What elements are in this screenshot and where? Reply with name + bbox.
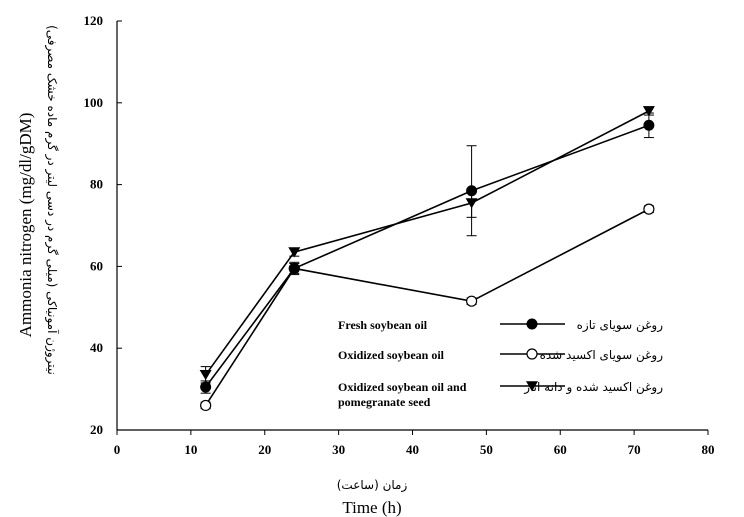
marker-open-circle	[643, 203, 655, 215]
x-tick-label: 10	[184, 442, 197, 457]
x-tick-label: 70	[628, 442, 641, 457]
y-tick-label: 20	[90, 422, 103, 437]
legend-label-pomegranate-line1: Oxidized soybean oil and	[338, 380, 467, 394]
legend-label-pomegranate-fa: روغن اکسید شده و دانه انار	[523, 380, 663, 395]
x-tick-label: 60	[554, 442, 567, 457]
series-layer	[199, 106, 655, 412]
marker-filled-circle	[526, 318, 538, 330]
y-tick-label: 100	[84, 95, 104, 110]
legend-label-oxidized: Oxidized soybean oil	[338, 348, 445, 362]
legend-label-fresh: Fresh soybean oil	[338, 318, 428, 332]
marker-filled-triangle-down	[642, 106, 655, 117]
x-axis-title: Time (h)	[342, 498, 401, 517]
marker-filled-circle	[200, 381, 212, 393]
legend-label-pomegranate: Oxidized soybean oil and pomegranate see…	[338, 380, 469, 409]
y-tick-label: 80	[90, 177, 103, 192]
y-tick-label: 40	[90, 340, 103, 355]
marker-filled-triangle-down	[199, 369, 212, 381]
legend: Fresh soybean oil Oxidized soybean oil O…	[338, 318, 663, 409]
series-3	[199, 106, 655, 384]
legend-label-oxidized-fa: روغن سویای اکسید شده	[540, 348, 664, 363]
marker-open-circle	[466, 295, 478, 307]
y-tick-label: 60	[90, 258, 103, 273]
series-line	[204, 208, 650, 406]
marker-open-circle	[526, 348, 538, 360]
marker-filled-circle	[643, 119, 655, 131]
y-axis-title-fa: نیتروژن آمونیاکی (میلی گرم در دسی لیتر د…	[44, 25, 60, 375]
axes: 20 40 60 80 100 120 0 10 20 30 40 50 60 70 80	[84, 13, 715, 457]
x-tick-label: 20	[258, 442, 271, 457]
x-tick-label: 50	[480, 442, 493, 457]
marker-filled-circle	[288, 262, 300, 274]
y-axis-title: Ammonia nitrogen (mg/dl/gDM)	[16, 113, 35, 338]
marker-open-circle	[200, 399, 212, 412]
marker-filled-triangle-down	[288, 247, 301, 258]
marker-filled-triangle-down	[526, 381, 538, 392]
legend-label-pomegranate-line2: pomegranate seed	[338, 395, 431, 409]
series-line	[205, 110, 650, 376]
x-tick-label: 40	[406, 442, 419, 457]
marker-filled-triangle-down	[465, 198, 478, 209]
legend-label-fresh-fa: روغن سویای تازه	[577, 318, 664, 333]
x-tick-label: 30	[332, 442, 345, 457]
x-tick-label: 80	[702, 442, 715, 457]
x-tick-label: 0	[114, 442, 121, 457]
x-axis-title-fa: زمان (ساعت)	[337, 478, 408, 493]
y-tick-label: 120	[84, 13, 104, 28]
series-line	[205, 124, 650, 388]
